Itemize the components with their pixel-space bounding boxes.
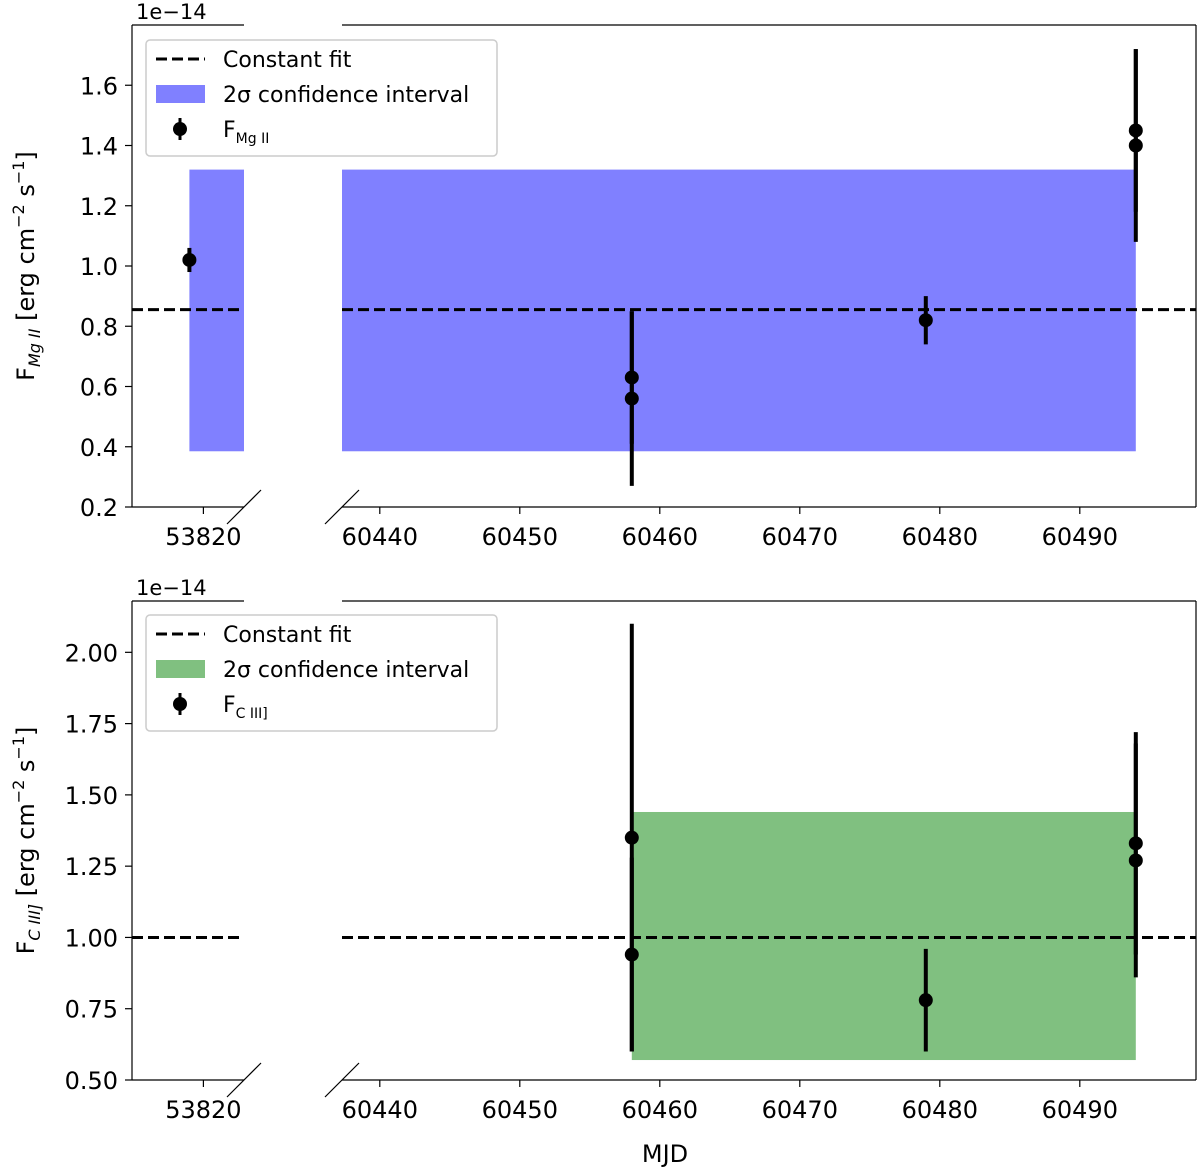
- y-label-exp: −1: [9, 161, 28, 185]
- x-tick-label: 60460: [622, 1096, 698, 1124]
- axis-break-mark: [226, 1062, 262, 1098]
- legend-label-text: 2σ confidence interval: [223, 658, 469, 683]
- y-label-main: F: [12, 941, 40, 955]
- x-tick-label: 60480: [902, 1096, 978, 1124]
- y-tick-label: 1.25: [65, 853, 118, 881]
- x-tick-label: 60490: [1042, 523, 1118, 551]
- legend-label: FMg II: [223, 118, 269, 147]
- legend-label-sub: Mg II: [236, 131, 270, 147]
- legend-marker-icon: [173, 697, 187, 711]
- y-axis-label: FC III] [erg cm−2 s−1]: [9, 727, 44, 955]
- confidence-band: [631, 811, 1136, 1061]
- axis-break-mark: [324, 489, 360, 525]
- y-label-unit: [erg cm: [12, 803, 40, 904]
- data-point: [182, 252, 197, 267]
- legend-label: FC III]: [223, 693, 268, 722]
- y-tick-label: 1.00: [65, 924, 118, 952]
- x-tick-label: 53820: [165, 523, 241, 551]
- legend-label: 2σ confidence interval: [223, 83, 469, 108]
- y-tick-label: 0.8: [80, 313, 118, 341]
- x-tick-label: 60460: [622, 523, 698, 551]
- axis-break-mark: [226, 489, 262, 525]
- y-tick-label: 0.50: [65, 1067, 118, 1095]
- x-tick-label: 60490: [1042, 1096, 1118, 1124]
- c-iii-flux-panel: 53820 60440 60450 60460 60470 60480 60490 0.50 0…: [9, 576, 1197, 1168]
- y-label-unit: ]: [12, 151, 40, 160]
- y-tick-label: 0.6: [80, 374, 118, 402]
- y-label-exp: −2: [9, 780, 28, 804]
- legend-label-text: Constant fit: [223, 623, 352, 648]
- y-label-unit: s: [12, 760, 40, 780]
- offset-text: 1e−14: [136, 576, 207, 600]
- plot-area: [132, 169, 244, 452]
- legend-patch-icon: [156, 660, 205, 678]
- data-point: [918, 313, 933, 328]
- data-point: [1128, 138, 1143, 153]
- x-tick-label: 60450: [482, 523, 558, 551]
- mg-ii-flux-panel: 53820 60440 60450 60460 60470 60480 60490 0.2 0.…: [9, 0, 1197, 551]
- x-tick-label: 53820: [165, 1096, 241, 1124]
- y-tick-label: 1.6: [80, 72, 118, 100]
- legend-label-sub: C III]: [236, 706, 268, 722]
- legend-label: Constant fit: [223, 623, 352, 648]
- y-label-unit: ]: [12, 727, 40, 736]
- legend: Constant fit 2σ confidence interval FC III…: [145, 614, 498, 732]
- x-tick-label: 60470: [762, 1096, 838, 1124]
- y-label-unit: s: [12, 184, 40, 204]
- y-tick-label: 0.4: [80, 434, 118, 462]
- data-point: [918, 993, 933, 1008]
- x-tick-label: 60440: [342, 1096, 418, 1124]
- legend-marker-icon: [173, 122, 187, 136]
- y-tick-label: 1.4: [80, 133, 118, 161]
- y-tick-label: 0.2: [80, 494, 118, 522]
- y-label-exp: −1: [9, 736, 28, 760]
- legend-patch-icon: [156, 85, 205, 103]
- y-tick-label: 0.75: [65, 996, 118, 1024]
- offset-text: 1e−14: [136, 0, 207, 24]
- y-label-main: F: [12, 367, 40, 381]
- y-label-sub: C III]: [25, 904, 44, 941]
- axis-break-mark: [324, 1062, 360, 1098]
- legend-box: [145, 614, 498, 732]
- data-point: [624, 830, 639, 845]
- x-tick-label: 60480: [902, 523, 978, 551]
- legend-label: 2σ confidence interval: [223, 658, 469, 683]
- y-tick-label: 1.75: [65, 711, 118, 739]
- legend-label-text: Constant fit: [223, 48, 352, 73]
- legend-label-text: 2σ confidence interval: [223, 83, 469, 108]
- y-tick-label: 1.2: [80, 193, 118, 221]
- y-label-sub: Mg II: [25, 328, 44, 367]
- data-point: [624, 947, 639, 962]
- x-tick-label: 60450: [482, 1096, 558, 1124]
- y-tick-label: 1.0: [80, 253, 118, 281]
- plot-area: [342, 49, 1196, 486]
- y-tick-label: 2.00: [65, 639, 118, 667]
- legend: Constant fit 2σ confidence interval FMg II: [145, 39, 498, 157]
- plot-area: [132, 935, 244, 939]
- y-axis-label: FMg II [erg cm−2 s−1]: [9, 151, 44, 381]
- y-tick-label: 1.50: [65, 782, 118, 810]
- data-point: [624, 391, 639, 406]
- data-point: [1128, 853, 1143, 868]
- x-axis-label: MJD: [642, 1140, 688, 1168]
- y-label-unit: [erg cm: [12, 228, 40, 329]
- plot-area: [342, 623, 1196, 1061]
- x-tick-label: 60440: [342, 523, 418, 551]
- legend-label: Constant fit: [223, 48, 352, 73]
- x-tick-label: 60470: [762, 523, 838, 551]
- y-label-exp: −2: [9, 204, 28, 228]
- legend-label-text: F: [223, 118, 236, 143]
- legend-label-text: F: [223, 693, 236, 718]
- legend-box: [145, 39, 498, 157]
